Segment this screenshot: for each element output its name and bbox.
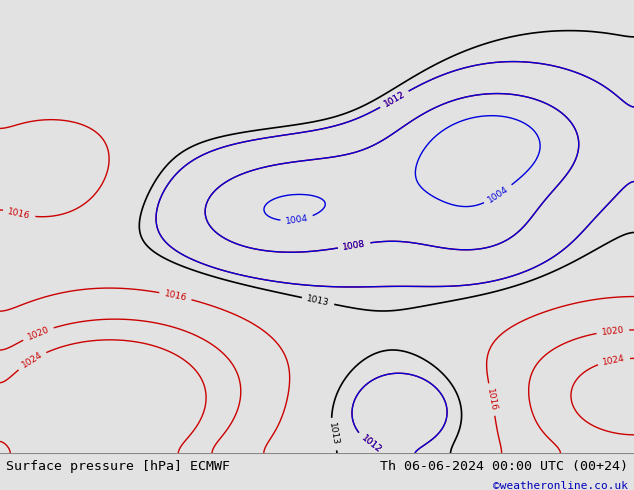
Text: 1020: 1020: [26, 325, 51, 342]
Text: 1016: 1016: [7, 207, 31, 220]
Text: 1004: 1004: [285, 214, 309, 226]
Text: 1008: 1008: [342, 239, 366, 251]
Text: Th 06-06-2024 00:00 UTC (00+24): Th 06-06-2024 00:00 UTC (00+24): [380, 460, 628, 473]
Text: 1013: 1013: [306, 294, 330, 308]
Text: 1012: 1012: [359, 433, 383, 454]
Text: 1024: 1024: [602, 354, 626, 367]
Text: 1013: 1013: [327, 422, 339, 446]
Text: 1012: 1012: [382, 90, 406, 109]
Text: 1020: 1020: [601, 325, 624, 337]
Text: Surface pressure [hPa] ECMWF: Surface pressure [hPa] ECMWF: [6, 460, 230, 473]
Text: 1024: 1024: [20, 350, 44, 370]
Text: 1016: 1016: [486, 388, 498, 412]
Text: ©weatheronline.co.uk: ©weatheronline.co.uk: [493, 481, 628, 490]
Text: 1016: 1016: [163, 289, 188, 303]
Text: 1012: 1012: [382, 90, 406, 109]
Text: 1012: 1012: [359, 433, 383, 454]
Text: 1008: 1008: [342, 239, 366, 251]
Text: 1004: 1004: [486, 184, 510, 205]
